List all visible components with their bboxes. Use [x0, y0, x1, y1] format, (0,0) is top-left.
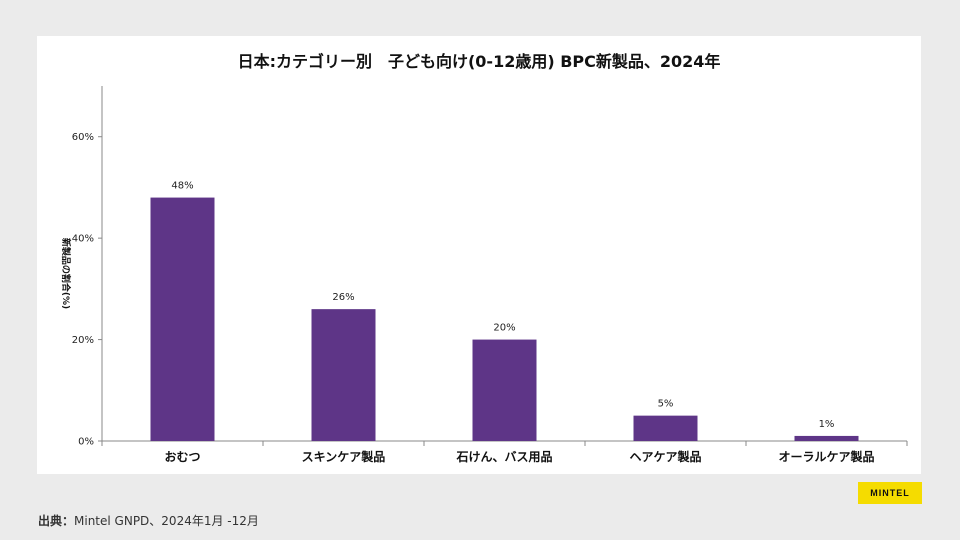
bar-value-label: 48% [171, 181, 193, 192]
x-category-label: おむつ [164, 450, 200, 464]
x-category-label: 石けん、バス用品 [455, 450, 552, 464]
bar [311, 309, 376, 441]
y-tick-label: 40% [72, 234, 94, 245]
bar-value-label: 1% [819, 419, 835, 430]
source-label: 出典： [38, 514, 75, 528]
bar [472, 339, 537, 441]
y-axis-title: 新製品の割合(%) [60, 238, 72, 309]
y-tick-label: 20% [72, 335, 94, 346]
bar [794, 435, 859, 441]
x-category-label: オーラルケア製品 [778, 449, 874, 464]
bar [150, 197, 215, 441]
source-text: Mintel GNPD、2024年1月 -12月 [74, 514, 259, 528]
y-tick-label: 60% [72, 132, 94, 143]
bar-value-label: 26% [332, 292, 354, 303]
bar [633, 415, 698, 441]
x-category-label: スキンケア製品 [302, 449, 386, 464]
bar-chart: 0% 20% 40% 60% 新製品の割合(%) 48% おむつ 26% スキンケア製品 20% 石… [60, 86, 908, 464]
bar-value-label: 20% [493, 323, 515, 334]
mintel-logo: MINTEL [858, 482, 922, 504]
source-note: 出典：Mintel GNPD、2024年1月 -12月 [38, 512, 259, 529]
chart-title: 日本:カテゴリー別 子ども向け(0-12歳用) BPC新製品、2024年 [237, 52, 721, 71]
chart-panel: 日本:カテゴリー別 子ども向け(0-12歳用) BPC新製品、2024年 0% 2… [37, 36, 921, 474]
bar-value-label: 5% [658, 399, 674, 410]
y-tick-label: 0% [78, 437, 94, 448]
x-category-label: ヘアケア製品 [629, 449, 701, 464]
